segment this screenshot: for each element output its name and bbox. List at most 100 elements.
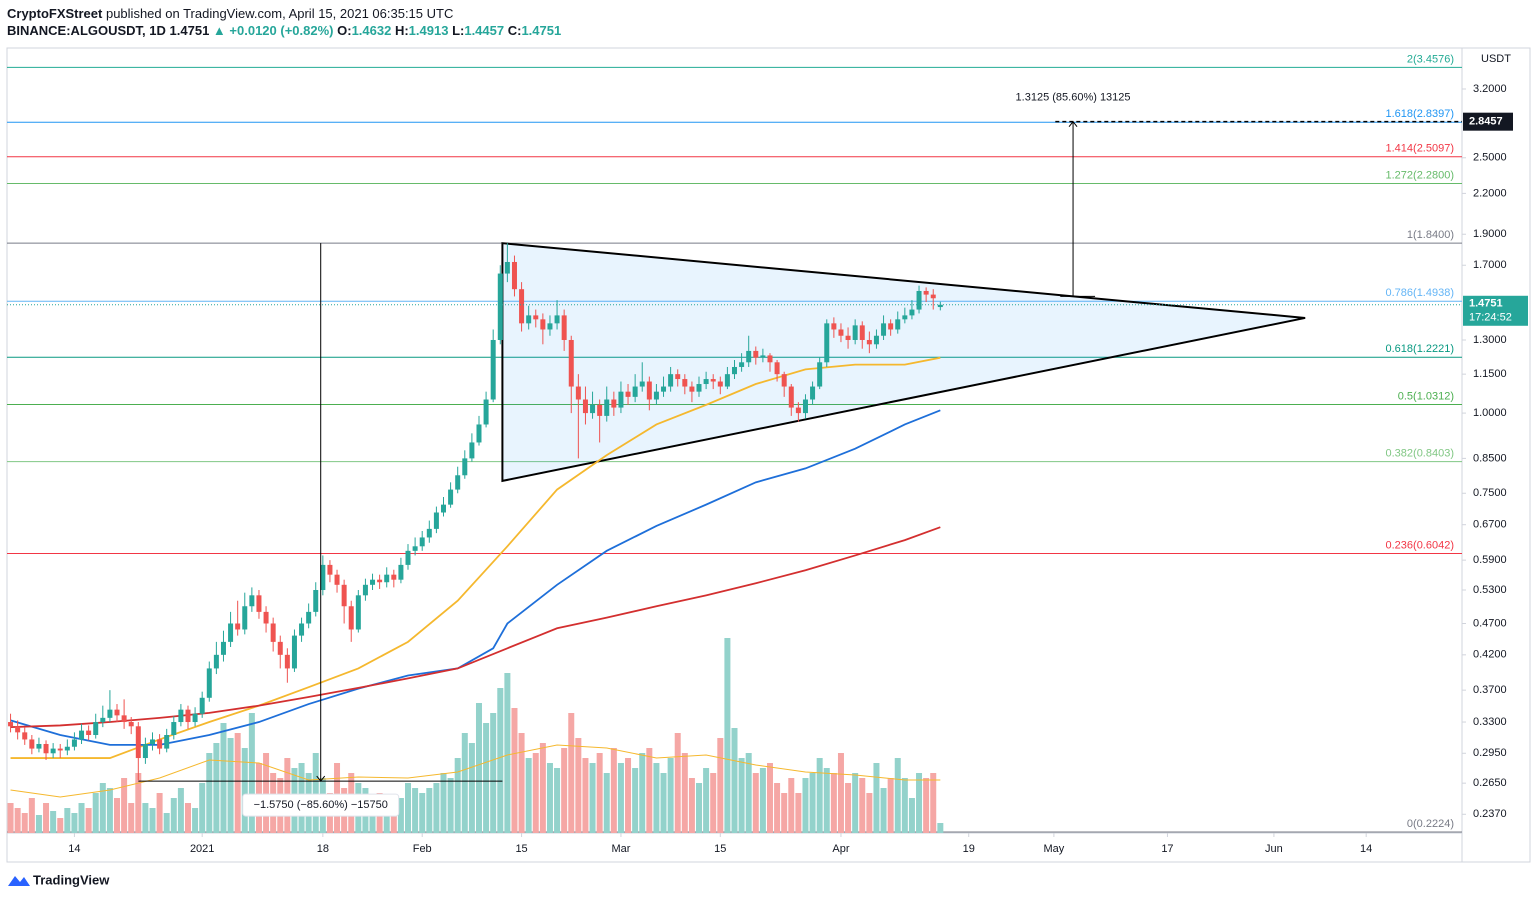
fib-label: 1.414(2.5097) <box>1386 143 1455 155</box>
fib-label: 1(1.8400) <box>1407 229 1454 241</box>
volume-bar <box>795 793 802 833</box>
change: ▲ +0.0120 (+0.82%) <box>212 23 334 38</box>
candle-body <box>22 732 28 740</box>
volume-bar <box>653 763 660 833</box>
candle-body <box>873 335 879 345</box>
volume-bar <box>916 773 923 833</box>
candle-body <box>476 424 482 443</box>
candle-body <box>263 611 269 624</box>
candle-body <box>150 739 155 744</box>
volume-bar <box>483 723 490 833</box>
candle-body <box>114 709 120 716</box>
y-tick-label: 3.2000 <box>1473 83 1507 95</box>
target-box <box>1463 112 1513 131</box>
candle-body <box>909 309 915 316</box>
y-tick-label: 1.7000 <box>1473 259 1507 271</box>
volume-bar <box>894 758 901 833</box>
candle-body <box>497 273 503 340</box>
volume-bar <box>64 808 71 833</box>
volume-bar <box>149 808 156 833</box>
candle-body <box>845 335 851 340</box>
candle-body <box>916 290 922 310</box>
volume-bar <box>497 688 504 833</box>
volume-bar <box>866 793 873 833</box>
candle-body <box>426 528 432 538</box>
volume-bar <box>674 733 681 833</box>
candle-body <box>561 315 567 340</box>
volume-bar <box>199 783 206 833</box>
candle-body <box>895 319 901 330</box>
y-tick-label: 0.3700 <box>1473 684 1507 696</box>
h-label: H: <box>394 23 409 38</box>
volume-bar <box>696 783 703 833</box>
volume-bar <box>660 773 667 833</box>
measure-label: 1.3125 (85.60%) 13125 <box>1016 92 1131 104</box>
candle-body <box>696 384 702 392</box>
y-tick-label: 0.2370 <box>1473 808 1507 820</box>
volume-bar <box>57 818 64 833</box>
triangle <box>501 242 1306 483</box>
candle-body <box>760 355 766 358</box>
y-tick-label: 0.7500 <box>1473 487 1507 499</box>
y-tick-label: 0.2950 <box>1473 747 1507 759</box>
candle-body <box>50 748 56 754</box>
volume-bar <box>390 803 397 833</box>
candle-body <box>249 595 255 607</box>
candle-body <box>547 323 553 330</box>
volume-bar <box>135 773 142 833</box>
candle-body <box>36 743 42 749</box>
candle-body <box>405 550 411 565</box>
y-tick-label: 2.2000 <box>1473 187 1507 199</box>
candle-body <box>568 339 574 387</box>
currency: USDT <box>1481 53 1511 65</box>
volume-bar <box>625 758 632 833</box>
volume-bar <box>546 763 553 833</box>
candle-body <box>937 304 943 308</box>
candle-body <box>270 623 276 642</box>
candle-body <box>881 323 887 336</box>
candle-body <box>519 289 525 324</box>
candle-body <box>483 399 489 425</box>
candle-body <box>504 261 510 274</box>
volume-bar <box>170 798 177 833</box>
candle-body <box>8 722 14 727</box>
x-tick-label: May <box>1043 843 1064 855</box>
fib-label: 2(3.4576) <box>1407 53 1454 65</box>
candle-body <box>923 290 929 295</box>
volume-bar <box>14 808 21 833</box>
volume-bar <box>632 768 639 833</box>
candle-body <box>703 379 709 385</box>
fib-label: 0.618(1.2221) <box>1386 343 1455 355</box>
candle-body <box>675 374 681 380</box>
candle-body <box>291 635 297 669</box>
candle-body <box>888 323 894 330</box>
volume-bar <box>582 758 589 833</box>
volume-bar <box>837 753 844 833</box>
candle-body <box>533 315 539 320</box>
candle-body <box>689 386 695 392</box>
candle-body <box>206 668 212 698</box>
moving-average <box>10 409 941 746</box>
volume-bar <box>248 713 255 833</box>
volume-bar <box>688 778 695 833</box>
x-tick-label: 2021 <box>190 843 214 855</box>
fib-label: 0(0.2224) <box>1407 818 1454 830</box>
volume-bar <box>50 811 57 833</box>
candle-body <box>618 391 624 408</box>
y-tick-label: 0.4200 <box>1473 649 1507 661</box>
volume-bar <box>575 738 582 833</box>
candle-body <box>185 709 191 723</box>
candle-body <box>299 623 305 636</box>
volume-bar <box>568 713 575 833</box>
volume-bar <box>901 778 908 833</box>
candle-body <box>441 504 446 513</box>
candle-body <box>554 315 560 324</box>
volume-bar <box>106 788 113 833</box>
volume-bar <box>887 778 894 833</box>
candle-body <box>646 381 652 400</box>
volume-bar <box>539 743 546 833</box>
candle-body <box>320 564 326 591</box>
candle-body <box>121 715 127 723</box>
volume-bar <box>454 758 461 833</box>
